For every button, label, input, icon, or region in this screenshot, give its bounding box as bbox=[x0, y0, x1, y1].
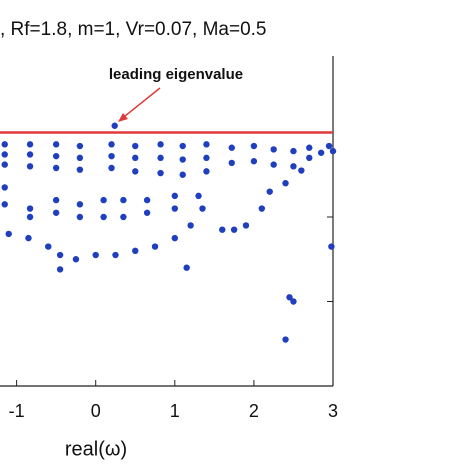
point bbox=[282, 336, 289, 343]
point bbox=[171, 234, 179, 242]
point bbox=[298, 167, 305, 174]
point bbox=[290, 147, 297, 155]
point bbox=[290, 163, 297, 170]
point bbox=[76, 213, 84, 221]
point bbox=[219, 226, 226, 233]
point bbox=[171, 205, 179, 212]
x-tick-label: 0 bbox=[91, 401, 101, 421]
point bbox=[25, 234, 32, 242]
point bbox=[250, 158, 258, 165]
point bbox=[72, 256, 80, 263]
point bbox=[325, 142, 333, 150]
point bbox=[108, 164, 115, 172]
x-tick-label: 1 bbox=[170, 401, 180, 421]
point bbox=[52, 141, 60, 148]
x-tick-label: -1 bbox=[9, 401, 25, 421]
point bbox=[228, 144, 235, 151]
point bbox=[317, 149, 325, 156]
point bbox=[199, 205, 206, 212]
point bbox=[52, 164, 60, 172]
point bbox=[132, 142, 139, 150]
point bbox=[108, 152, 115, 160]
point bbox=[5, 230, 12, 238]
point bbox=[203, 168, 210, 175]
point bbox=[250, 142, 258, 150]
point bbox=[26, 141, 34, 148]
point bbox=[258, 205, 266, 212]
point bbox=[76, 201, 84, 208]
point bbox=[26, 213, 34, 221]
point bbox=[52, 196, 60, 204]
point bbox=[179, 156, 186, 163]
point bbox=[179, 171, 186, 178]
point bbox=[100, 213, 107, 221]
point bbox=[157, 141, 164, 148]
point bbox=[266, 188, 273, 195]
point bbox=[76, 166, 84, 173]
x-tick-label: 2 bbox=[249, 401, 259, 421]
point bbox=[132, 168, 139, 175]
point bbox=[45, 243, 52, 250]
point bbox=[282, 180, 289, 187]
point bbox=[203, 154, 210, 162]
point bbox=[187, 222, 194, 229]
point bbox=[1, 141, 8, 148]
point bbox=[157, 169, 164, 177]
x-tick-label: 3 bbox=[328, 401, 338, 421]
point bbox=[228, 159, 235, 167]
point bbox=[112, 251, 119, 259]
point bbox=[1, 201, 8, 208]
point bbox=[26, 151, 34, 158]
point bbox=[195, 192, 202, 200]
x-axis-label: real(ω) bbox=[65, 438, 127, 460]
point bbox=[183, 264, 190, 271]
point bbox=[157, 154, 164, 162]
annotation-arrowhead bbox=[118, 113, 128, 122]
point bbox=[1, 151, 8, 158]
point bbox=[179, 142, 186, 150]
point bbox=[171, 192, 179, 200]
point bbox=[328, 243, 335, 250]
point bbox=[306, 154, 313, 162]
point bbox=[100, 196, 107, 204]
point bbox=[151, 243, 159, 250]
point bbox=[120, 196, 127, 204]
point bbox=[286, 294, 293, 301]
point bbox=[143, 196, 151, 204]
point bbox=[76, 142, 84, 150]
point bbox=[242, 222, 250, 229]
annotation-arrow bbox=[119, 87, 161, 121]
point bbox=[52, 152, 60, 160]
point bbox=[143, 209, 151, 216]
point bbox=[230, 226, 238, 233]
point bbox=[132, 154, 139, 162]
point bbox=[26, 163, 34, 170]
point bbox=[26, 205, 34, 212]
point bbox=[56, 251, 64, 259]
point bbox=[306, 144, 313, 151]
point bbox=[92, 251, 99, 259]
point bbox=[111, 122, 118, 129]
point bbox=[120, 213, 127, 221]
point bbox=[132, 247, 139, 254]
point bbox=[329, 147, 337, 155]
point bbox=[270, 146, 277, 153]
point bbox=[1, 184, 8, 191]
point bbox=[270, 161, 277, 168]
point bbox=[76, 154, 84, 162]
point bbox=[1, 161, 8, 168]
point bbox=[290, 298, 297, 305]
point bbox=[52, 209, 60, 216]
point bbox=[203, 141, 210, 148]
chart-title: , Rf=1.8, m=1, Vr=0.07, Ma=0.5 bbox=[0, 19, 267, 40]
point bbox=[56, 266, 64, 273]
annotation: leading eigenvalue bbox=[109, 66, 243, 83]
point bbox=[108, 141, 115, 148]
